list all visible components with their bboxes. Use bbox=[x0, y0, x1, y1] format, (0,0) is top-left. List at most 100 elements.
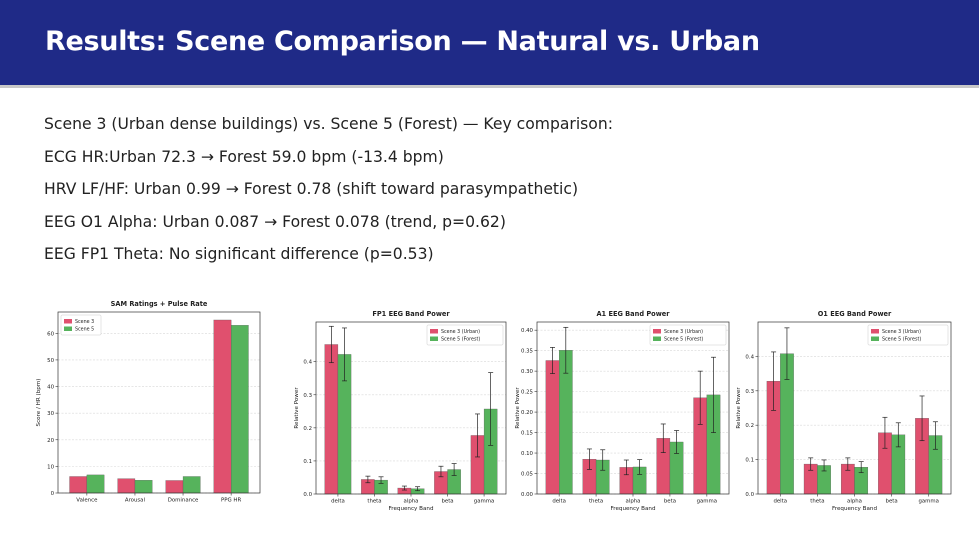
bullet-item: EEG FP1 Theta: No significant difference… bbox=[44, 245, 434, 263]
y-axis-label: Relative Power bbox=[294, 387, 300, 429]
x-tick-label: beta bbox=[441, 499, 453, 505]
x-tick-label: Dominance bbox=[168, 498, 199, 504]
chart-title: SAM Ratings + Pulse Rate bbox=[111, 300, 208, 308]
legend-label: Scene 5 (Forest) bbox=[441, 337, 480, 343]
chart-svg: SAM Ratings + Pulse Rate 0 10 20 30 40 50 60 Val… bbox=[36, 300, 261, 504]
bar bbox=[165, 480, 184, 494]
x-tick-label: Arousal bbox=[125, 498, 145, 504]
y-tick-label: 0.3 bbox=[303, 393, 312, 399]
y-tick-label: 0.2 bbox=[303, 426, 312, 432]
x-tick-label: alpha bbox=[404, 499, 419, 505]
x-tick-label: gamma bbox=[697, 499, 718, 505]
legend-label: Scene 5 (Forest) bbox=[664, 337, 703, 343]
x-tick-label: theta bbox=[810, 499, 824, 505]
legend-box bbox=[649, 324, 727, 346]
chart-svg: O1 EEG Band Power 0.0 0.1 0.2 0.3 0.4 delta the… bbox=[736, 310, 952, 512]
y-tick-label: 0.15 bbox=[521, 431, 533, 437]
legend-swatch bbox=[64, 326, 72, 331]
legend-box bbox=[426, 324, 504, 346]
y-tick-label: 0.10 bbox=[521, 451, 534, 457]
y-tick-label: 0.1 bbox=[303, 459, 312, 465]
axes-frame bbox=[536, 321, 730, 495]
x-tick-label: beta bbox=[886, 499, 898, 505]
chart-title: FP1 EEG Band Power bbox=[372, 310, 450, 318]
y-tick-label: 0.35 bbox=[521, 349, 533, 355]
bullet-item: EEG O1 Alpha: Urban 0.087 → Forest 0.078… bbox=[44, 212, 506, 231]
y-axis-label: Relative Power bbox=[736, 387, 742, 429]
y-tick-label: 0.1 bbox=[745, 458, 754, 464]
bullet-item: ECG HR:Urban 72.3 → Forest 59.0 bpm (-13… bbox=[44, 147, 444, 166]
legend-label: Scene 3 (Urban) bbox=[664, 329, 703, 335]
sam-ratings-chart: SAM Ratings + Pulse Rate 0 10 20 30 40 50 60 Val… bbox=[28, 300, 264, 512]
legend-swatch bbox=[430, 329, 438, 334]
x-tick-label: PPG HR bbox=[221, 498, 241, 504]
y-tick-label: 0.25 bbox=[521, 390, 533, 396]
y-tick-label: 0.0 bbox=[303, 492, 312, 498]
legend-swatch bbox=[871, 336, 879, 341]
bullet-list: Scene 3 (Urban dense buildings) vs. Scen… bbox=[44, 113, 944, 276]
bullet-item: Scene 3 (Urban dense buildings) vs. Scen… bbox=[44, 115, 613, 133]
y-tick-label: 0.00 bbox=[521, 492, 534, 498]
slide-title: Results: Scene Comparison — Natural vs. … bbox=[45, 26, 760, 57]
x-axis-label: Frequency Band bbox=[832, 506, 877, 512]
y-tick-label: 0.3 bbox=[745, 389, 754, 395]
y-tick-label: 0.30 bbox=[521, 369, 534, 375]
y-tick-label: 30 bbox=[47, 411, 54, 417]
y-tick-label: 0.05 bbox=[521, 472, 533, 478]
axes-frame bbox=[57, 311, 261, 494]
bar bbox=[182, 476, 201, 494]
legend-box bbox=[867, 324, 949, 346]
y-tick-label: 0.40 bbox=[521, 328, 534, 334]
x-tick-label: beta bbox=[664, 499, 676, 505]
legend-label: Scene 5 (Forest) bbox=[882, 337, 921, 343]
o1-band-power-chart: O1 EEG Band Power 0.0 0.1 0.2 0.3 0.4 delta the… bbox=[730, 300, 955, 522]
fp1-band-power-chart: FP1 EEG Band Power 0.0 0.1 0.2 0.3 0.4 delta th… bbox=[286, 300, 510, 522]
x-tick-label: gamma bbox=[918, 499, 939, 505]
bar bbox=[117, 478, 136, 494]
bullet-item: HRV LF/HF: Urban 0.99 → Forest 0.78 (shi… bbox=[44, 180, 579, 198]
y-axis-label: Score / HR (bpm) bbox=[36, 379, 42, 427]
legend-label: Scene 3 (Urban) bbox=[882, 329, 921, 335]
y-tick-label: 0.0 bbox=[745, 492, 754, 498]
x-tick-label: Valence bbox=[76, 498, 98, 504]
chart-title: A1 EEG Band Power bbox=[596, 310, 670, 318]
legend-label: Scene 3 bbox=[75, 319, 94, 325]
y-axis-label: Relative Power bbox=[515, 387, 521, 429]
bar bbox=[86, 474, 105, 494]
y-tick-label: 60 bbox=[47, 331, 54, 337]
bar bbox=[324, 344, 339, 495]
y-tick-label: 0.2 bbox=[745, 423, 754, 429]
y-tick-label: 0 bbox=[51, 491, 55, 497]
bar bbox=[69, 476, 88, 494]
y-tick-label: 50 bbox=[47, 358, 54, 364]
y-tick-label: 10 bbox=[47, 464, 54, 470]
x-tick-label: delta bbox=[773, 499, 787, 505]
x-axis-label: Frequency Band bbox=[610, 506, 655, 512]
x-tick-label: delta bbox=[331, 499, 345, 505]
bar bbox=[545, 360, 560, 495]
y-tick-label: 0.20 bbox=[521, 410, 534, 416]
legend-swatch bbox=[871, 329, 879, 334]
slide-header: Results: Scene Comparison — Natural vs. … bbox=[0, 0, 979, 88]
legend-swatch bbox=[653, 336, 661, 341]
x-tick-label: delta bbox=[552, 499, 566, 505]
legend-swatch bbox=[430, 336, 438, 341]
chart-title: O1 EEG Band Power bbox=[818, 310, 892, 318]
y-tick-label: 40 bbox=[47, 385, 54, 391]
legend-label: Scene 3 (Urban) bbox=[441, 329, 480, 335]
x-tick-label: theta bbox=[589, 499, 603, 505]
y-tick-label: 0.4 bbox=[745, 354, 754, 360]
x-tick-label: theta bbox=[367, 499, 381, 505]
x-tick-label: alpha bbox=[847, 499, 862, 505]
chart-svg: FP1 EEG Band Power 0.0 0.1 0.2 0.3 0.4 delta th… bbox=[294, 310, 507, 512]
x-tick-label: gamma bbox=[474, 499, 495, 505]
x-axis-label: Frequency Band bbox=[388, 506, 433, 512]
x-tick-label: alpha bbox=[626, 499, 641, 505]
a1-band-power-chart: A1 EEG Band Power 0.00 0.05 0.10 0.15 0.20 0.2… bbox=[505, 300, 733, 522]
y-tick-label: 20 bbox=[47, 438, 54, 444]
bar bbox=[134, 480, 153, 494]
legend-swatch bbox=[653, 329, 661, 334]
axes-frame bbox=[757, 321, 952, 495]
chart-svg: A1 EEG Band Power 0.00 0.05 0.10 0.15 0.20 0.2… bbox=[515, 310, 730, 512]
bar bbox=[230, 325, 249, 494]
